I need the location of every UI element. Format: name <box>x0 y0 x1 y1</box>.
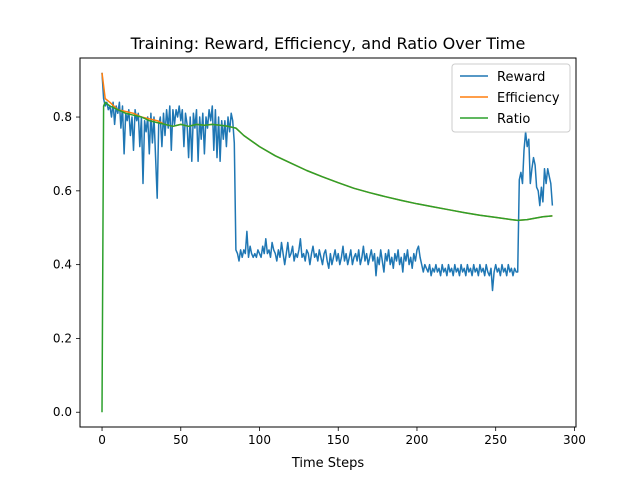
plot-frame <box>79 57 577 428</box>
legend-label: Reward <box>497 70 545 85</box>
x-tick-label: 0 <box>98 433 106 447</box>
y-tick-label: 0.4 <box>53 258 72 272</box>
y-tick-label: 0.8 <box>53 110 72 124</box>
series-line-reward <box>101 72 554 292</box>
x-axis-label: Time Steps <box>291 456 365 471</box>
series-layer <box>101 72 554 413</box>
y-tick-label: 0.0 <box>53 405 72 419</box>
chart-title: Training: Reward, Efficiency, and Ratio … <box>130 34 526 53</box>
x-tick-label: 100 <box>248 433 271 447</box>
y-tick-label: 0.6 <box>53 184 72 198</box>
series-line-ratio <box>101 101 553 413</box>
legend-label: Efficiency <box>497 91 560 106</box>
legend-label: Ratio <box>497 112 530 127</box>
y-axis: 0.0 0.2 0.4 0.6 0.8 <box>53 110 80 419</box>
x-tick-label: 200 <box>406 433 429 447</box>
x-tick-label: 150 <box>327 433 350 447</box>
x-tick-label: 250 <box>484 433 507 447</box>
x-axis: 0 50 100 150 200 250 300 <box>98 427 586 447</box>
y-tick-label: 0.2 <box>53 331 72 345</box>
x-tick-label: 50 <box>173 433 188 447</box>
legend: Reward Efficiency Ratio <box>451 63 571 133</box>
legend-box <box>451 63 571 133</box>
x-tick-label: 300 <box>563 433 586 447</box>
